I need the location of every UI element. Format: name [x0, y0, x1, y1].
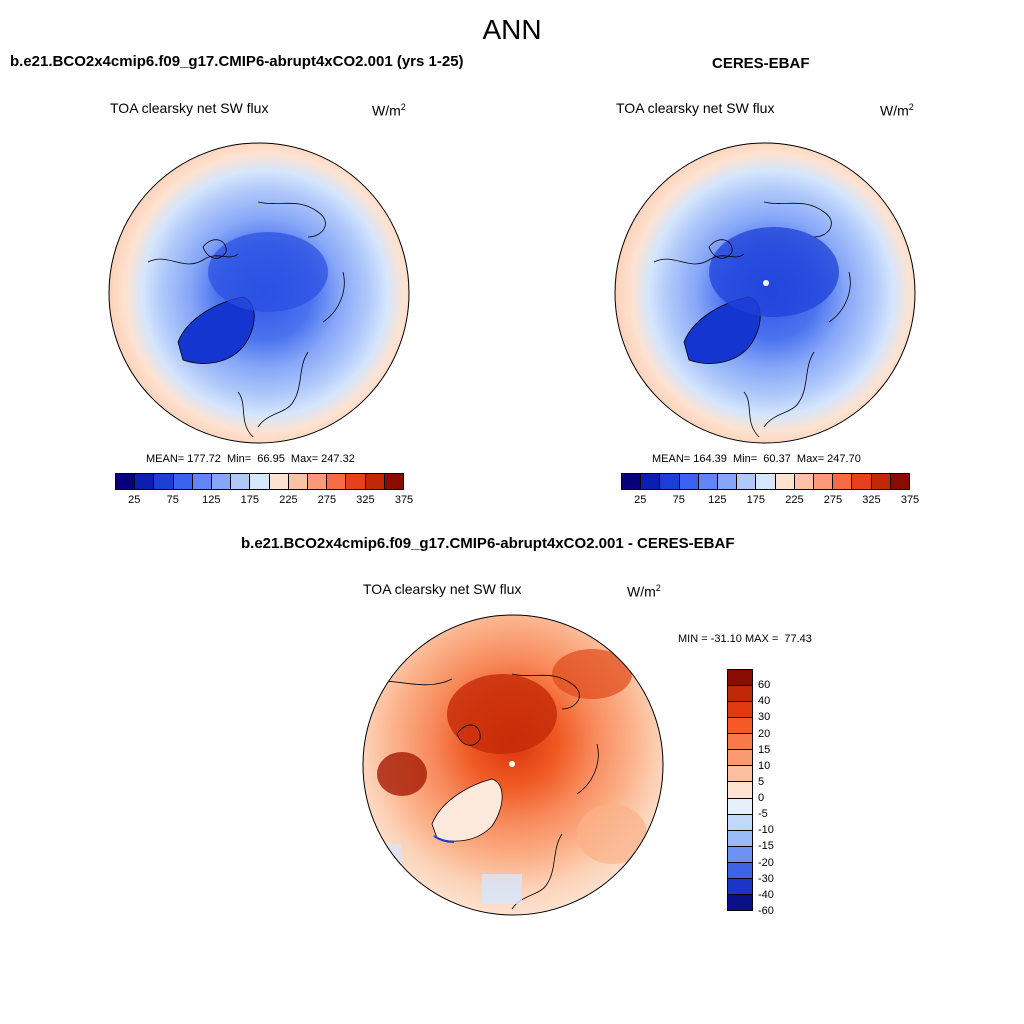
colorbar-cell [212, 474, 232, 489]
panel2-colorbar [621, 473, 910, 490]
colorbar-cell [728, 846, 752, 863]
colorbar-cell [192, 474, 213, 489]
panel3-units: W/m2 [627, 583, 661, 600]
panel1-variable-label: TOA clearsky net SW flux [110, 100, 269, 116]
colorbar-tick-label: -10 [758, 824, 774, 837]
colorbar-cell [622, 474, 642, 489]
colorbar-cell [728, 878, 752, 895]
panel3-colorbar-labels: 60 40 30 20 15 10 5 0 -5 -10 -15 -20 -30 -40 -60 [758, 669, 798, 917]
colorbar-tick-label: -20 [758, 856, 774, 869]
colorbar-tick-label: 225 [785, 494, 804, 506]
colorbar-cell [365, 474, 385, 489]
colorbar-cell [728, 702, 752, 719]
panel1-polar-map [108, 142, 410, 444]
colorbar-cell [728, 670, 752, 687]
colorbar-cell [728, 750, 752, 767]
colorbar-tick-label: 75 [672, 494, 685, 506]
colorbar-cell [728, 686, 752, 703]
colorbar-cell [327, 474, 347, 489]
panel1-colorbar-labels: 25 75 125 175 225 275 325 375 [115, 494, 413, 508]
colorbar-cell [641, 474, 661, 489]
colorbar-tick-label: 10 [758, 759, 771, 772]
panel3-stats: MIN = -31.10 MAX = 77.43 [678, 633, 812, 645]
panel3-title: b.e21.BCO2x4cmip6.f09_g17.CMIP6-abrupt4x… [241, 535, 735, 552]
panel1-stats: MEAN= 177.72 Min= 66.95 Max= 247.32 [146, 453, 355, 465]
colorbar-cell [728, 830, 752, 847]
colorbar-cell [154, 474, 174, 489]
colorbar-cell [794, 474, 815, 489]
colorbar-tick-label: 225 [279, 494, 298, 506]
colorbar-tick-label: 15 [758, 743, 771, 756]
panel1-units: W/m2 [372, 102, 406, 119]
colorbar-tick-label: 275 [317, 494, 337, 506]
panel3-variable-label: TOA clearsky net SW flux [363, 581, 522, 597]
panel2-units: W/m2 [880, 102, 914, 119]
colorbar-tick-label: 175 [240, 494, 260, 506]
colorbar-cell [135, 474, 155, 489]
colorbar-cell [173, 474, 193, 489]
colorbar-tick-label: 25 [128, 494, 141, 506]
colorbar-cell [728, 766, 752, 783]
colorbar-tick-label: 175 [746, 494, 766, 506]
colorbar-cell [269, 474, 289, 489]
colorbar-cell [728, 734, 752, 751]
colorbar-cell [737, 474, 757, 489]
colorbar-cell [346, 474, 366, 489]
panel2-stats: MEAN= 164.39 Min= 60.37 Max= 247.70 [652, 453, 861, 465]
colorbar-tick-label: 325 [862, 494, 881, 506]
colorbar-tick-label: 125 [708, 494, 727, 506]
panel1-title: b.e21.BCO2x4cmip6.f09_g17.CMIP6-abrupt4x… [10, 53, 464, 70]
colorbar-cell [833, 474, 853, 489]
colorbar-cell [756, 474, 776, 489]
colorbar-cell [728, 814, 752, 831]
colorbar-cell [728, 894, 752, 910]
colorbar-tick-label: 325 [356, 494, 375, 506]
colorbar-tick-label: -40 [758, 888, 774, 901]
colorbar-tick-label: 375 [900, 494, 920, 506]
colorbar-cell [718, 474, 738, 489]
colorbar-tick-label: 0 [758, 792, 765, 805]
panel2-polar-map [614, 142, 916, 444]
colorbar-cell [775, 474, 795, 489]
colorbar-cell [384, 474, 404, 489]
colorbar-cell [250, 474, 270, 489]
colorbar-cell [308, 474, 328, 489]
colorbar-cell [231, 474, 251, 489]
colorbar-cell [679, 474, 699, 489]
colorbar-cell [698, 474, 719, 489]
colorbar-tick-label: 30 [758, 711, 771, 724]
colorbar-tick-label: 25 [634, 494, 647, 506]
panel1-colorbar [115, 473, 404, 490]
colorbar-tick-label: 40 [758, 695, 771, 708]
colorbar-cell [814, 474, 834, 489]
colorbar-tick-label: 125 [202, 494, 221, 506]
panel2-colorbar-labels: 25 75 125 175 225 275 325 375 [621, 494, 919, 508]
colorbar-cell [728, 798, 752, 815]
colorbar-cell [728, 862, 752, 879]
colorbar-tick-label: 375 [394, 494, 414, 506]
main-title: ANN [482, 14, 542, 45]
colorbar-tick-label: -5 [758, 808, 768, 821]
colorbar-tick-label: 5 [758, 775, 765, 788]
colorbar-tick-label: 275 [823, 494, 843, 506]
colorbar-cell [728, 718, 752, 735]
panel3-polar-map [362, 614, 664, 916]
colorbar-cell [871, 474, 891, 489]
colorbar-cell [116, 474, 136, 489]
colorbar-cell [852, 474, 872, 489]
colorbar-cell [728, 782, 752, 799]
panel2-title: CERES-EBAF [712, 55, 810, 72]
panel2-variable-label: TOA clearsky net SW flux [616, 100, 775, 116]
colorbar-cell [660, 474, 680, 489]
colorbar-cell [890, 474, 910, 489]
colorbar-tick-label: 75 [166, 494, 179, 506]
colorbar-tick-label: -30 [758, 872, 774, 885]
colorbar-tick-label: -60 [758, 905, 774, 917]
panel3-colorbar [727, 669, 753, 911]
colorbar-tick-label: -15 [758, 840, 774, 853]
colorbar-cell [288, 474, 309, 489]
colorbar-tick-label: 60 [758, 679, 771, 692]
colorbar-tick-label: 20 [758, 727, 771, 740]
